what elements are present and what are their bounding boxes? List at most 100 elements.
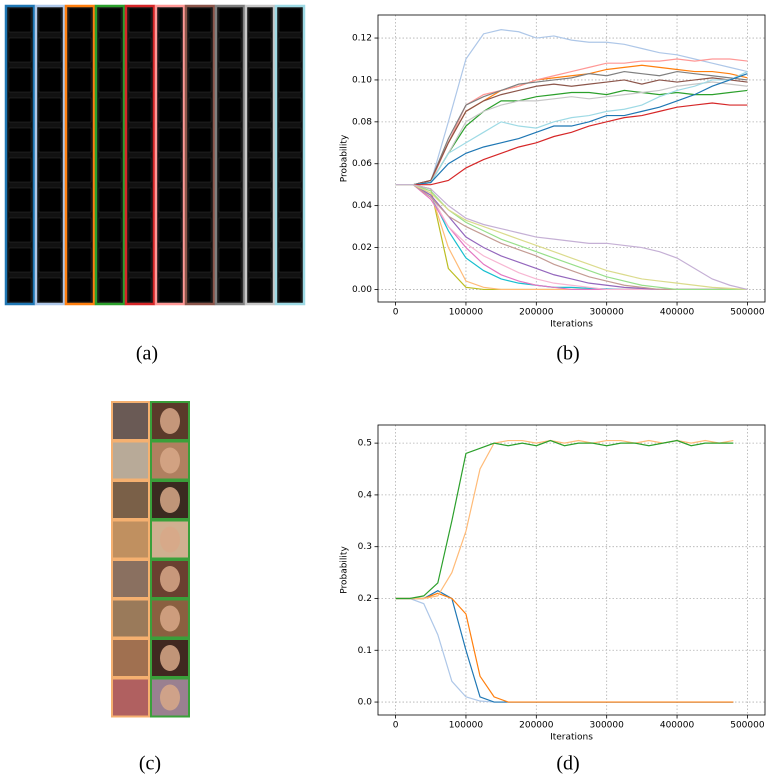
face xyxy=(160,408,180,434)
x-tick-label: 0 xyxy=(393,721,399,731)
digit-image xyxy=(128,157,152,183)
digit-image xyxy=(38,157,62,183)
x-tick-label: 400000 xyxy=(660,308,695,318)
x-tick-label: 300000 xyxy=(590,308,625,318)
room-image xyxy=(111,401,150,441)
room-image xyxy=(111,440,150,481)
x-tick-label: 300000 xyxy=(590,721,625,731)
digit-image xyxy=(278,157,302,183)
y-axis-title: Probability xyxy=(340,134,350,182)
digit-image xyxy=(188,277,212,303)
digit-image xyxy=(8,97,32,123)
digit-column xyxy=(4,4,36,306)
digit-image xyxy=(38,67,62,93)
x-axis-title: Iterations xyxy=(550,733,593,743)
room-image xyxy=(111,598,150,639)
digit-image xyxy=(68,127,92,153)
digit-image xyxy=(218,37,242,63)
image-panels xyxy=(4,4,306,718)
digit-column xyxy=(64,4,96,306)
digit-column xyxy=(124,4,156,306)
line-series xyxy=(395,102,748,186)
digit-image xyxy=(8,187,32,213)
axes-frame xyxy=(377,424,766,716)
line-series xyxy=(395,184,748,291)
digit-image xyxy=(68,97,92,123)
digit-image xyxy=(8,217,32,243)
digit-image xyxy=(278,67,302,93)
line-series xyxy=(395,58,748,186)
digit-image xyxy=(98,187,122,213)
x-tick-label: 400000 xyxy=(660,721,695,731)
digit-image xyxy=(38,97,62,123)
face xyxy=(160,645,180,671)
digit-image xyxy=(8,67,32,93)
digit-image xyxy=(248,217,272,243)
digit-image xyxy=(158,127,182,153)
digit-image xyxy=(68,67,92,93)
y-tick-label: 0.2 xyxy=(358,594,372,604)
panel-label: (b) xyxy=(556,343,579,365)
digit-image xyxy=(128,97,152,123)
digit-image xyxy=(128,217,152,243)
digit-image xyxy=(38,37,62,63)
digit-image xyxy=(98,37,122,63)
line-series xyxy=(395,439,734,600)
x-tick-label: 200000 xyxy=(519,721,554,731)
digit-image xyxy=(248,247,272,273)
digit-image xyxy=(38,187,62,213)
line-series xyxy=(395,184,748,291)
line-series xyxy=(395,71,748,186)
line-series xyxy=(395,590,734,703)
digit-image xyxy=(158,7,182,33)
x-tick-label: 500000 xyxy=(730,721,765,731)
face xyxy=(160,605,180,632)
digit-image xyxy=(278,127,302,153)
y-tick-label: 0.08 xyxy=(352,117,372,127)
digit-image xyxy=(68,247,92,273)
digit-image xyxy=(248,7,272,33)
digit-image xyxy=(248,97,272,123)
line-series xyxy=(395,81,748,186)
digit-image xyxy=(188,217,212,243)
line-series xyxy=(395,77,748,186)
digit-image xyxy=(68,217,92,243)
digit-image xyxy=(68,157,92,183)
room-image xyxy=(111,519,150,560)
digit-image xyxy=(98,97,122,123)
digit-image xyxy=(218,97,242,123)
room-image xyxy=(111,638,150,678)
face xyxy=(160,487,180,513)
digit-image xyxy=(248,67,272,93)
digit-image xyxy=(188,37,212,63)
x-tick-label: 0 xyxy=(393,308,399,318)
digit-image xyxy=(278,277,302,303)
line-series xyxy=(395,73,748,186)
y-tick-label: 0.02 xyxy=(352,243,372,253)
digit-image xyxy=(248,187,272,213)
digit-image xyxy=(98,127,122,153)
digit-image xyxy=(248,277,272,303)
digit-image xyxy=(38,7,62,33)
digit-image xyxy=(98,277,122,303)
digit-image xyxy=(158,217,182,243)
room-image xyxy=(111,677,150,718)
digit-image xyxy=(218,127,242,153)
room-image xyxy=(111,480,150,520)
digit-image xyxy=(248,127,272,153)
line-series xyxy=(395,184,748,291)
digit-image xyxy=(248,157,272,183)
digit-image xyxy=(158,247,182,273)
digit-image xyxy=(158,37,182,63)
digit-column xyxy=(184,4,216,306)
digit-image xyxy=(98,217,122,243)
digit-image xyxy=(158,67,182,93)
digit-image xyxy=(128,67,152,93)
room-image xyxy=(111,559,150,599)
y-tick-label: 0.5 xyxy=(358,439,372,449)
digit-image xyxy=(8,157,32,183)
y-tick-label: 0.4 xyxy=(358,490,373,500)
x-tick-label: 100000 xyxy=(449,308,484,318)
digit-image xyxy=(38,217,62,243)
